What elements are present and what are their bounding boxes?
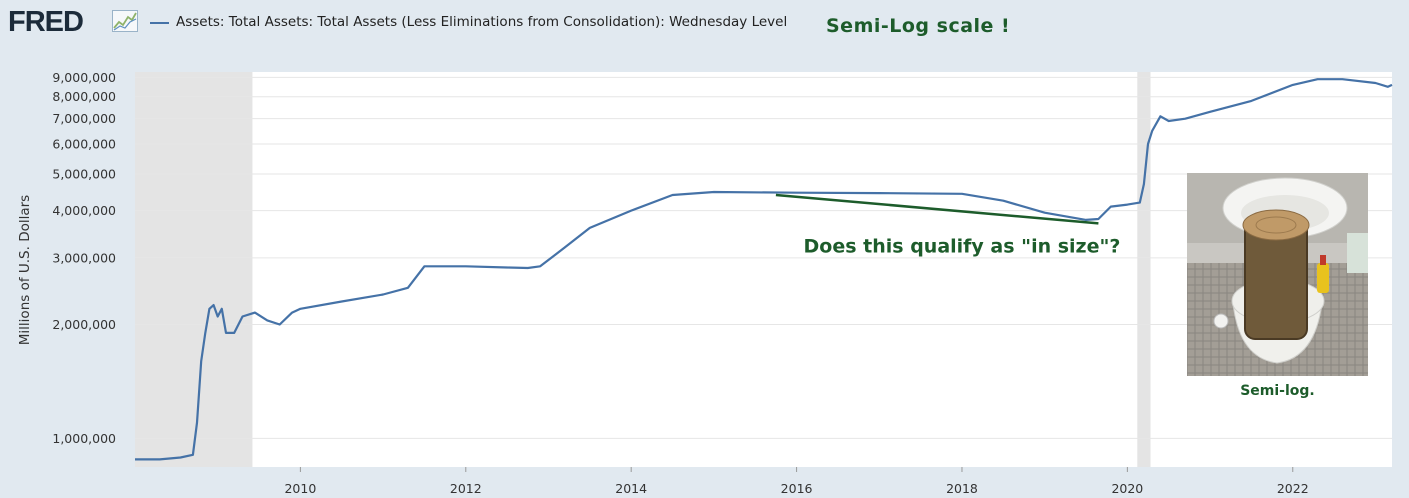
y-tick-label: 4,000,000 bbox=[52, 203, 116, 218]
inset-image bbox=[1187, 173, 1368, 376]
y-tick-label: 1,000,000 bbox=[52, 431, 116, 446]
legend-swatch bbox=[150, 22, 169, 24]
x-tick-label: 2014 bbox=[615, 481, 647, 496]
annotation-title: Semi-Log scale ! bbox=[826, 15, 1011, 37]
y-tick-label: 3,000,000 bbox=[52, 250, 116, 265]
x-tick-label: 2012 bbox=[450, 481, 482, 496]
series-line bbox=[135, 78, 1393, 461]
recession-band-1 bbox=[1137, 72, 1151, 467]
legend-label: Assets: Total Assets: Total Assets (Less… bbox=[176, 14, 788, 30]
x-tick-label: 2018 bbox=[946, 481, 978, 496]
x-tick-labels: 2010 2012 2014 2016 2018 2020 2022 bbox=[284, 467, 1309, 496]
y-tick-label: 9,000,000 bbox=[52, 70, 116, 85]
plot-background bbox=[135, 72, 1392, 467]
fred-logo[interactable]: FRED bbox=[8, 6, 84, 38]
y-tick-label: 8,000,000 bbox=[52, 89, 116, 104]
x-tick-label: 2020 bbox=[1111, 481, 1143, 496]
x-tick-label: 2010 bbox=[284, 481, 316, 496]
annotation-trend-line bbox=[775, 193, 1099, 225]
inset-caption: Semi-log. bbox=[1240, 383, 1315, 399]
y-tick-label: 7,000,000 bbox=[52, 111, 116, 126]
x-tick-label: 2016 bbox=[781, 481, 813, 496]
y-tick-labels: 1,000,000 2,000,000 3,000,000 4,000,000 5,00… bbox=[52, 70, 116, 446]
x-tick-label: 2022 bbox=[1277, 481, 1309, 496]
y-tick-label: 2,000,000 bbox=[52, 317, 116, 332]
chart-line-icon bbox=[112, 10, 138, 32]
recession-band-0 bbox=[135, 72, 253, 467]
y-tick-label: 6,000,000 bbox=[52, 136, 116, 151]
toilet-log-illustration bbox=[1187, 173, 1368, 376]
header: FRED Assets: Total Assets: Total Assets … bbox=[0, 0, 1409, 48]
y-axis-label: Millions of U.S. Dollars bbox=[17, 195, 33, 345]
y-tick-label: 5,000,000 bbox=[52, 166, 116, 181]
annotation-question: Does this qualify as "in size"? bbox=[804, 235, 1121, 257]
recession-shading bbox=[135, 72, 1151, 467]
